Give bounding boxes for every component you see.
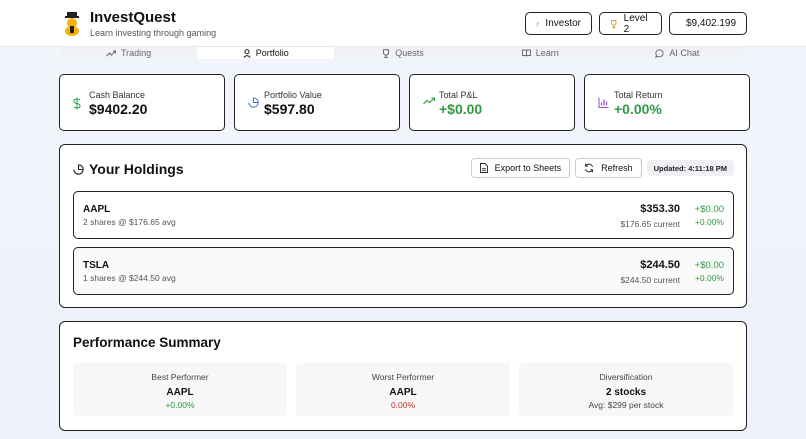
holding-value: $353.30: [640, 203, 680, 215]
stat-label: Total Return: [614, 90, 663, 100]
holding-symbol: TSLA: [83, 260, 110, 271]
file-icon: [479, 163, 488, 173]
export-to-sheets-button[interactable]: Export to Sheets: [470, 158, 571, 178]
card-label: Best Performer: [151, 372, 209, 382]
tab-quests[interactable]: Quests: [334, 47, 471, 59]
app-title: InvestQuest: [90, 9, 176, 26]
stat-value: $597.80: [264, 101, 315, 117]
holding-row-aapl[interactable]: AAPL 2 shares @ $176.65 avg $353.30 $176…: [73, 191, 734, 239]
card-main-value: AAPL: [166, 387, 194, 398]
tab-label: Trading: [121, 48, 152, 58]
performance-title: Performance Summary: [73, 335, 221, 350]
trending-up-icon: [106, 50, 116, 56]
diversification-card: Diversification 2 stocks Avg: $299 per s…: [519, 363, 733, 416]
refresh-icon: [585, 163, 594, 173]
investor-label: Investor: [545, 18, 581, 29]
chat-icon: [655, 48, 664, 58]
tab-trading[interactable]: Trading: [60, 47, 197, 59]
card-main-value: AAPL: [389, 387, 417, 398]
balance-badge-button[interactable]: $9,402.199: [669, 12, 747, 35]
trophy-icon: [383, 48, 390, 58]
trophy-icon: [611, 19, 617, 28]
holding-description: 2 shares @ $176.65 avg: [83, 217, 176, 227]
holdings-panel: Your Holdings Export to Sheets Refresh U…: [59, 144, 747, 308]
refresh-label: Refresh: [601, 163, 633, 173]
stat-card-total-pl: Total P&L +$0.00: [409, 74, 575, 131]
stat-value: +0.00%: [614, 101, 662, 117]
tab-ai-chat[interactable]: AI Chat: [609, 47, 746, 59]
card-sub-value: 0.00%: [390, 400, 416, 410]
tab-label: AI Chat: [669, 48, 700, 58]
card-main-value: 2 stocks: [605, 387, 647, 398]
bar-chart-icon: [598, 97, 609, 108]
stat-card-cash-balance: Cash Balance $9402.20: [59, 74, 225, 131]
card-label: Worst Performer: [371, 372, 435, 382]
balance-label: $9,402.199: [686, 18, 737, 29]
holding-pl-percent: +0.00%: [694, 217, 724, 227]
mascot-logo-icon: [65, 12, 79, 36]
holding-pl: +$0.00: [694, 204, 724, 215]
stat-card-portfolio-value: Portfolio Value $597.80: [234, 74, 400, 131]
holding-current-price: $176.65 current: [620, 219, 680, 229]
user-icon: [536, 21, 540, 26]
card-label: Diversification: [599, 372, 653, 382]
book-icon: [521, 49, 531, 57]
investor-badge-button[interactable]: Investor: [525, 12, 592, 35]
tab-label: Portfolio: [255, 48, 289, 58]
performance-summary-panel: Performance Summary Best Performer AAPL …: [59, 321, 747, 431]
worst-performer-card: Worst Performer AAPL 0.00%: [296, 363, 510, 416]
stat-label: Cash Balance: [89, 90, 146, 100]
level-label: Level 2: [623, 12, 648, 35]
stat-card-total-return: Total Return +0.00%: [584, 74, 750, 131]
app-header: InvestQuest Learn investing through gami…: [0, 0, 806, 47]
tab-learn[interactable]: Learn: [472, 47, 609, 59]
card-sub-value: +0.00%: [165, 400, 195, 410]
holding-current-price: $244.50 current: [620, 275, 680, 285]
stat-label: Portfolio Value: [264, 90, 322, 100]
pie-chart-icon: [73, 163, 84, 175]
stat-value: +$0.00: [439, 101, 483, 117]
holding-value: $244.50: [640, 259, 680, 271]
holdings-title: Your Holdings: [89, 161, 184, 177]
stats-row: Cash Balance $9402.20 Portfolio Value $5…: [59, 74, 750, 131]
pie-chart-icon: [248, 97, 259, 108]
level-badge-button[interactable]: Level 2: [599, 12, 662, 35]
dollar-icon: [73, 97, 81, 110]
main-tabs: Trading Portfolio Quests Learn AI Chat: [60, 47, 746, 59]
holding-row-tsla[interactable]: TSLA 1 shares @ $244.50 avg $244.50 $244…: [73, 247, 734, 295]
holding-pl: +$0.00: [694, 260, 724, 271]
tab-portfolio[interactable]: Portfolio: [197, 47, 335, 59]
tab-label: Learn: [535, 48, 559, 58]
updated-timestamp: Updated: 4:11:18 PM: [646, 160, 734, 176]
user-icon: [243, 48, 251, 58]
stat-value: $9402.20: [89, 101, 148, 117]
best-performer-card: Best Performer AAPL +0.00%: [73, 363, 287, 416]
tab-label: Quests: [395, 48, 424, 58]
trending-up-icon: [423, 97, 435, 105]
brand: InvestQuest Learn investing through gami…: [62, 9, 216, 39]
refresh-button[interactable]: Refresh: [575, 158, 642, 178]
card-sub-value: Avg: $299 per stock: [588, 400, 664, 410]
holding-description: 1 shares @ $244.50 avg: [83, 273, 176, 283]
export-label: Export to Sheets: [494, 163, 562, 173]
holding-pl-percent: +0.00%: [694, 273, 724, 283]
stat-label: Total P&L: [439, 90, 478, 100]
holding-symbol: AAPL: [83, 204, 111, 215]
app-subtitle: Learn investing through gaming: [90, 28, 217, 38]
